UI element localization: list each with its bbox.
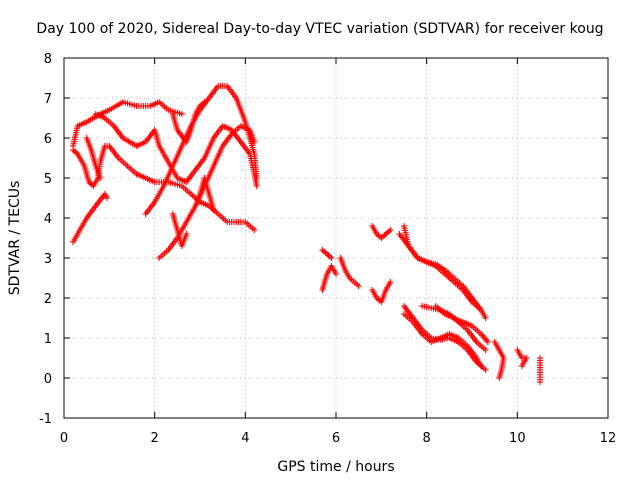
y-tick-label: -1 [39,412,52,427]
data-point [484,339,491,345]
series-arc-13 [337,255,362,289]
data-point [537,379,543,385]
series-arc-5 [92,111,260,189]
data-point [251,139,258,145]
data-point [320,248,327,255]
y-tick-label: 8 [44,52,52,67]
data-point [253,175,260,181]
y-tick-label: 4 [44,212,52,227]
data-point [355,283,362,289]
data-point [325,252,332,259]
data-points [70,83,543,385]
y-tick-label: 7 [44,92,52,107]
data-point [319,247,326,253]
data-point [379,233,386,240]
series-arc-23 [514,347,530,369]
data-point [326,253,333,260]
data-point [178,111,185,117]
data-point [71,148,78,155]
series-arc-10 [192,175,217,213]
data-point [70,147,77,153]
data-point [478,307,485,313]
y-tick-label: 2 [44,292,52,307]
data-point [382,231,389,237]
series-arc-17 [401,223,485,313]
data-point [385,228,392,235]
y-tick-label: 0 [44,372,52,387]
data-point [387,279,394,285]
data-point [183,231,190,237]
series-arc-4 [83,135,104,181]
series-arc-24 [537,355,543,385]
x-tick-label: 8 [423,431,431,446]
series-arc-9 [169,211,190,249]
y-tick-label: 3 [44,252,52,267]
data-point [387,227,394,233]
x-tick-label: 12 [600,431,617,446]
y-tick-labels: -1 0 1 2 3 4 5 6 7 8 [39,52,52,427]
data-point [333,271,339,277]
series-arc-14 [369,279,394,305]
data-point [328,255,335,261]
data-point [496,375,503,381]
data-point [518,363,525,369]
x-tick-label: 4 [241,431,249,446]
data-point [251,227,258,233]
series-arc-12 [319,263,339,293]
y-tick-label: 6 [44,132,52,147]
x-axis-label: GPS time / hours [277,459,394,475]
data-point [201,99,208,105]
data-point [323,251,330,257]
y-axis-label: SDTVAR / TECUs [7,181,23,296]
data-point [482,315,489,321]
y-tick-label: 1 [44,332,52,347]
data-point [482,347,489,353]
x-tick-labels: 0 2 4 6 8 10 12 [60,431,616,446]
data-point [104,195,111,201]
x-tick-label: 2 [151,431,159,446]
data-point [210,207,217,213]
data-point [97,175,104,181]
series-arc-3 [70,191,111,245]
data-point [322,249,329,256]
axis-ticks [63,57,609,419]
x-tick-label: 0 [60,431,68,446]
data-point [384,229,391,236]
data-point [253,183,260,189]
grid-lines [64,58,608,418]
series-arc-21 [432,303,491,345]
x-tick-label: 6 [332,431,340,446]
chart-title: Day 100 of 2020, Sidereal Day-to-day VTE… [36,21,603,37]
data-point [478,363,485,369]
y-tick-label: 5 [44,172,52,187]
data-point [381,232,388,239]
series-arc-19 [401,311,485,369]
x-tick-label: 10 [509,431,526,446]
series-arc-8 [169,99,208,145]
series-arc-16 [396,231,489,321]
data-point [378,235,385,241]
series-arc-22 [491,339,507,381]
series-arc-15 [369,223,394,241]
series-arc-11 [319,247,335,261]
data-point [482,367,489,373]
